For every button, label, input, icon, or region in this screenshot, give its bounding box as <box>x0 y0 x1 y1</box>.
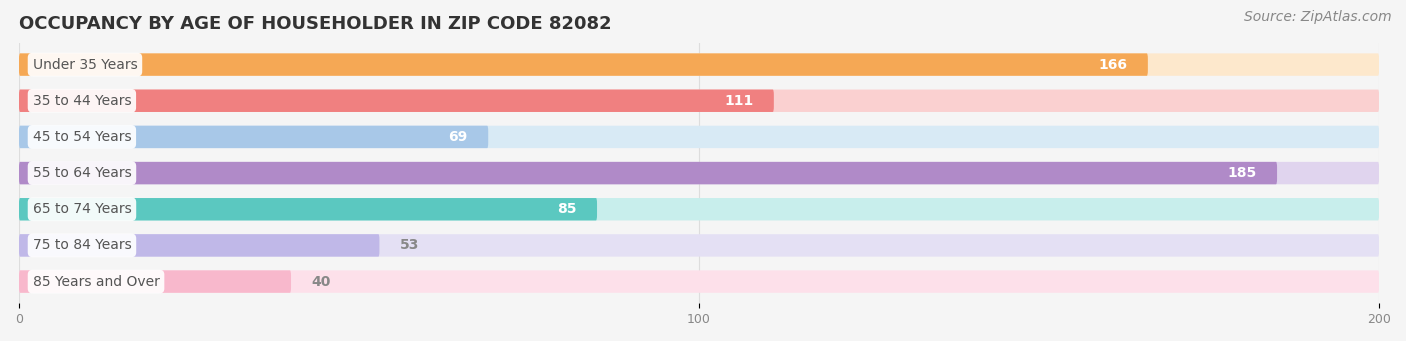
Text: 85: 85 <box>557 202 576 216</box>
Text: 75 to 84 Years: 75 to 84 Years <box>32 238 131 252</box>
Text: 166: 166 <box>1098 58 1128 72</box>
FancyBboxPatch shape <box>20 234 380 257</box>
Text: 40: 40 <box>311 275 330 288</box>
Text: 85 Years and Over: 85 Years and Over <box>32 275 159 288</box>
Text: OCCUPANCY BY AGE OF HOUSEHOLDER IN ZIP CODE 82082: OCCUPANCY BY AGE OF HOUSEHOLDER IN ZIP C… <box>20 15 612 33</box>
FancyBboxPatch shape <box>20 234 1379 257</box>
Text: 55 to 64 Years: 55 to 64 Years <box>32 166 131 180</box>
FancyBboxPatch shape <box>20 270 291 293</box>
FancyBboxPatch shape <box>20 54 1379 76</box>
Text: Source: ZipAtlas.com: Source: ZipAtlas.com <box>1244 10 1392 24</box>
Text: 111: 111 <box>724 94 754 108</box>
FancyBboxPatch shape <box>20 126 488 148</box>
Text: 53: 53 <box>399 238 419 252</box>
FancyBboxPatch shape <box>20 198 1379 221</box>
Text: 35 to 44 Years: 35 to 44 Years <box>32 94 131 108</box>
Text: 185: 185 <box>1227 166 1257 180</box>
FancyBboxPatch shape <box>20 162 1277 184</box>
FancyBboxPatch shape <box>20 162 1379 184</box>
FancyBboxPatch shape <box>20 270 1379 293</box>
FancyBboxPatch shape <box>20 90 1379 112</box>
FancyBboxPatch shape <box>20 54 1147 76</box>
FancyBboxPatch shape <box>20 90 773 112</box>
FancyBboxPatch shape <box>20 198 598 221</box>
Text: 45 to 54 Years: 45 to 54 Years <box>32 130 131 144</box>
Text: 65 to 74 Years: 65 to 74 Years <box>32 202 131 216</box>
FancyBboxPatch shape <box>20 126 1379 148</box>
Text: Under 35 Years: Under 35 Years <box>32 58 138 72</box>
Text: 69: 69 <box>449 130 468 144</box>
